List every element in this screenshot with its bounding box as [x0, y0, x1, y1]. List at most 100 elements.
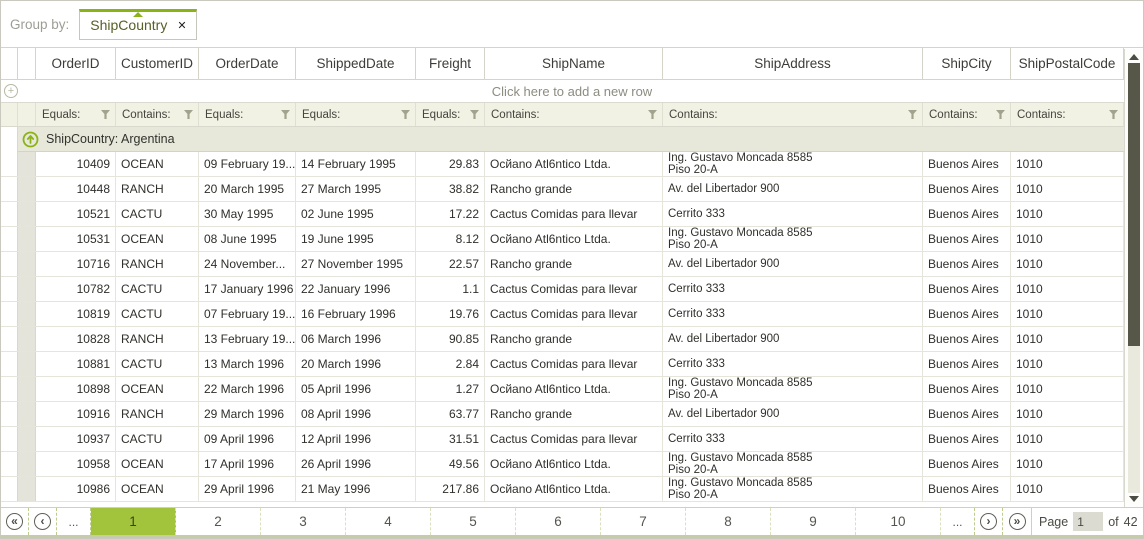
cell-ship-address[interactable]: Cerrito 333	[663, 277, 923, 301]
cell-ship-address[interactable]: Ing. Gustavo Moncada 8585 Piso 20-A	[663, 452, 923, 476]
cell-ship-city[interactable]: Buenos Aires	[923, 377, 1011, 401]
cell-ship-name[interactable]: Cactus Comidas para llevar	[485, 277, 663, 301]
ungroup-arrow-icon[interactable]	[22, 131, 39, 148]
cell-ship-city[interactable]: Buenos Aires	[923, 177, 1011, 201]
cell-shipped-date[interactable]: 12 April 1996	[296, 427, 416, 451]
cell-freight[interactable]: 17.22	[416, 202, 485, 226]
filter-funnel-icon[interactable]	[101, 110, 110, 119]
cell-customer-id[interactable]: OCEAN	[116, 227, 199, 251]
filter-cell[interactable]: Contains:	[923, 103, 1011, 126]
cell-shipped-date[interactable]: 14 February 1995	[296, 152, 416, 176]
add-plus-icon[interactable]: +	[4, 84, 18, 98]
cell-customer-id[interactable]: CACTU	[116, 427, 199, 451]
cell-order-date[interactable]: 13 February 19...	[199, 327, 296, 351]
cell-ship-city[interactable]: Buenos Aires	[923, 227, 1011, 251]
cell-order-date[interactable]: 17 January 1996	[199, 277, 296, 301]
filter-operator-label[interactable]: Contains:	[929, 108, 978, 121]
cell-order-id[interactable]: 10898	[36, 377, 116, 401]
cell-shipped-date[interactable]: 16 February 1996	[296, 302, 416, 326]
cell-freight[interactable]: 217.86	[416, 477, 485, 501]
page-number-button[interactable]: 2	[176, 508, 261, 535]
cell-freight[interactable]: 63.77	[416, 402, 485, 426]
filter-funnel-icon[interactable]	[184, 110, 193, 119]
cell-shipped-date[interactable]: 19 June 1995	[296, 227, 416, 251]
close-icon[interactable]: ✕	[177, 19, 187, 32]
cell-ship-city[interactable]: Buenos Aires	[923, 277, 1011, 301]
filter-funnel-icon[interactable]	[996, 110, 1005, 119]
page-number-button[interactable]: 7	[601, 508, 686, 535]
cell-ship-address[interactable]: Ing. Gustavo Moncada 8585 Piso 20-A	[663, 477, 923, 501]
cell-order-date[interactable]: 24 November...	[199, 252, 296, 276]
table-row[interactable]: 10828 RANCH 13 February 19... 06 March 1…	[1, 327, 1124, 352]
cell-shipped-date[interactable]: 26 April 1996	[296, 452, 416, 476]
cell-shipped-date[interactable]: 20 March 1996	[296, 352, 416, 376]
filter-operator-label[interactable]: Contains:	[669, 108, 718, 121]
group-chip-shipcountry[interactable]: ShipCountry ✕	[79, 8, 197, 40]
filter-operator-label[interactable]: Contains:	[1017, 108, 1066, 121]
filter-operator-label[interactable]: Contains:	[122, 108, 171, 121]
page-number-button[interactable]: 3	[261, 508, 346, 535]
cell-customer-id[interactable]: RANCH	[116, 177, 199, 201]
cell-ship-name[interactable]: Cactus Comidas para llevar	[485, 202, 663, 226]
cell-freight[interactable]: 2.84	[416, 352, 485, 376]
cell-ship-postal-code[interactable]: 1010	[1011, 377, 1124, 401]
cell-ship-name[interactable]: Ocйano Atl6ntico Ltda.	[485, 152, 663, 176]
cell-ship-address[interactable]: Cerrito 333	[663, 202, 923, 226]
cell-freight[interactable]: 31.51	[416, 427, 485, 451]
cell-ship-city[interactable]: Buenos Aires	[923, 452, 1011, 476]
cell-ship-city[interactable]: Buenos Aires	[923, 327, 1011, 351]
table-row[interactable]: 10782 CACTU 17 January 1996 22 January 1…	[1, 277, 1124, 302]
cell-order-date[interactable]: 20 March 1995	[199, 177, 296, 201]
column-header[interactable]: ShippedDate	[296, 48, 416, 79]
cell-order-id[interactable]: 10937	[36, 427, 116, 451]
cell-customer-id[interactable]: CACTU	[116, 277, 199, 301]
cell-ship-name[interactable]: Cactus Comidas para llevar	[485, 427, 663, 451]
filter-funnel-icon[interactable]	[470, 110, 479, 119]
cell-order-date[interactable]: 09 February 19...	[199, 152, 296, 176]
cell-ship-postal-code[interactable]: 1010	[1011, 277, 1124, 301]
filter-cell[interactable]: Contains:	[663, 103, 923, 126]
column-header[interactable]: CustomerID	[116, 48, 199, 79]
table-row[interactable]: 10898 OCEAN 22 March 1996 05 April 1996 …	[1, 377, 1124, 402]
cell-ship-name[interactable]: Rancho grande	[485, 252, 663, 276]
cell-order-date[interactable]: 29 March 1996	[199, 402, 296, 426]
cell-shipped-date[interactable]: 21 May 1996	[296, 477, 416, 501]
cell-freight[interactable]: 90.85	[416, 327, 485, 351]
cell-ship-address[interactable]: Av. del Libertador 900	[663, 327, 923, 351]
cell-ship-postal-code[interactable]: 1010	[1011, 202, 1124, 226]
cell-order-date[interactable]: 09 April 1996	[199, 427, 296, 451]
cell-customer-id[interactable]: RANCH	[116, 327, 199, 351]
filter-funnel-icon[interactable]	[281, 110, 290, 119]
filter-cell[interactable]: Equals:	[36, 103, 116, 126]
column-header[interactable]: ShipName	[485, 48, 663, 79]
cell-ship-name[interactable]: Rancho grande	[485, 327, 663, 351]
filter-cell[interactable]: Equals:	[296, 103, 416, 126]
cell-ship-postal-code[interactable]: 1010	[1011, 402, 1124, 426]
cell-ship-address[interactable]: Ing. Gustavo Moncada 8585 Piso 20-A	[663, 152, 923, 176]
column-header[interactable]: OrderDate	[199, 48, 296, 79]
cell-shipped-date[interactable]: 02 June 1995	[296, 202, 416, 226]
cell-customer-id[interactable]: OCEAN	[116, 452, 199, 476]
cell-order-date[interactable]: 22 March 1996	[199, 377, 296, 401]
column-header[interactable]: ShipCity	[923, 48, 1011, 79]
cell-ship-address[interactable]: Av. del Libertador 900	[663, 252, 923, 276]
cell-customer-id[interactable]: OCEAN	[116, 152, 199, 176]
filter-cell[interactable]: Contains:	[485, 103, 663, 126]
filter-operator-label[interactable]: Equals:	[302, 108, 341, 121]
cell-ship-postal-code[interactable]: 1010	[1011, 452, 1124, 476]
cell-ship-postal-code[interactable]: 1010	[1011, 227, 1124, 251]
cell-order-id[interactable]: 10782	[36, 277, 116, 301]
cell-ship-postal-code[interactable]: 1010	[1011, 477, 1124, 501]
cell-ship-postal-code[interactable]: 1010	[1011, 427, 1124, 451]
cell-ship-address[interactable]: Av. del Libertador 900	[663, 177, 923, 201]
filter-funnel-icon[interactable]	[908, 110, 917, 119]
cell-customer-id[interactable]: CACTU	[116, 302, 199, 326]
page-number-button[interactable]: 4	[346, 508, 431, 535]
cell-order-id[interactable]: 10881	[36, 352, 116, 376]
cell-ship-name[interactable]: Cactus Comidas para llevar	[485, 352, 663, 376]
filter-cell[interactable]: Equals:	[199, 103, 296, 126]
table-row[interactable]: 10819 CACTU 07 February 19... 16 Februar…	[1, 302, 1124, 327]
column-header[interactable]: OrderID	[36, 48, 116, 79]
filter-operator-label[interactable]: Equals:	[205, 108, 244, 121]
table-row[interactable]: 10937 CACTU 09 April 1996 12 April 1996 …	[1, 427, 1124, 452]
